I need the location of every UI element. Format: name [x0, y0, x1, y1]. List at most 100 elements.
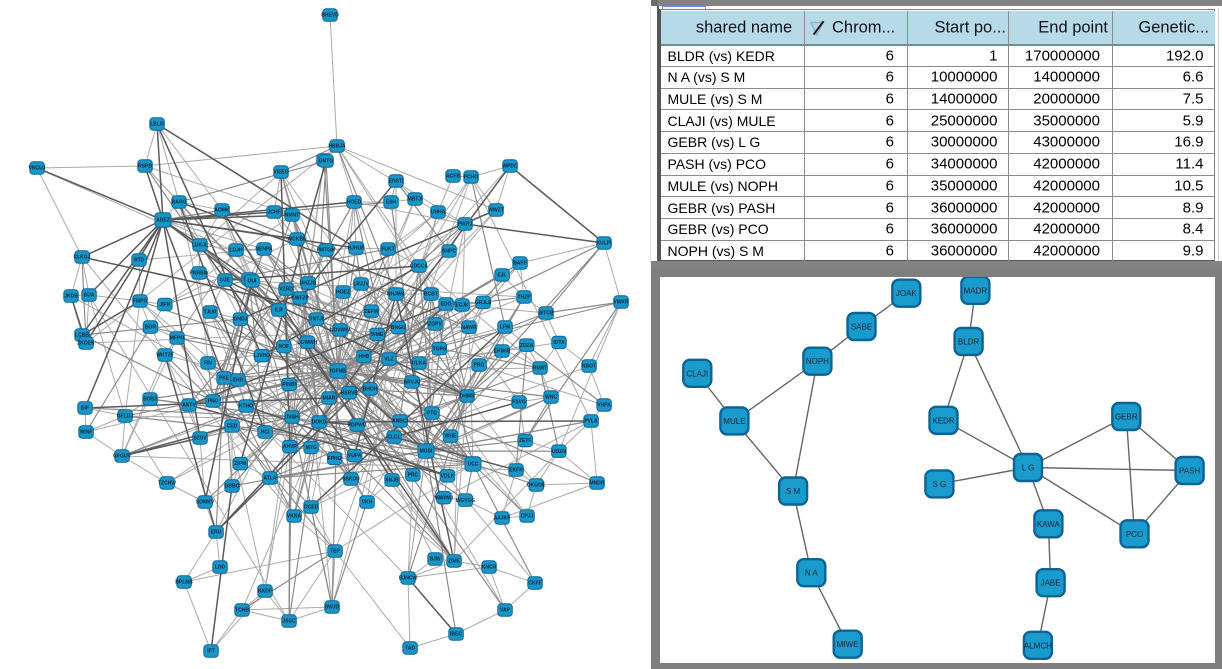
svg-text:ESH: ESH [386, 200, 397, 206]
svg-text:EKFR: EKFR [509, 468, 523, 474]
svg-text:KTHO: KTHO [239, 404, 253, 410]
svg-text:JVBH: JVBH [285, 415, 299, 421]
svg-text:KULPI: KULPI [597, 241, 613, 247]
svg-text:BOR: BOR [145, 325, 157, 331]
svg-text:LGWWH: LGWWH [297, 340, 317, 346]
svg-text:SOMKV: SOMKV [196, 500, 215, 506]
svg-text:AHVP: AHVP [283, 444, 298, 450]
svg-text:BLDR: BLDR [958, 337, 980, 346]
svg-text:ATLA: ATLA [264, 476, 277, 482]
svg-text:ZGPV: ZGPV [428, 322, 442, 328]
svg-text:IGFNB: IGFNB [330, 369, 346, 375]
svg-text:VKH: VKH [362, 500, 373, 506]
svg-text:RDPWU: RDPWU [348, 423, 367, 429]
svg-text:AAJKF: AAJKF [494, 516, 511, 522]
svg-text:WGVEG: WGVEG [456, 498, 475, 504]
svg-text:VDLK: VDLK [441, 473, 455, 479]
svg-text:EHR: EHR [233, 378, 244, 384]
svg-text:UDZN: UDZN [552, 449, 566, 455]
svg-text:UJE: UJE [220, 278, 230, 284]
svg-text:UHHA: UHHA [431, 210, 446, 216]
svg-text:CLKGJ: CLKGJ [74, 255, 91, 261]
svg-text:JCHF: JCHF [267, 210, 280, 216]
svg-text:SNJB: SNJB [385, 478, 399, 484]
svg-text:CED: CED [227, 424, 238, 430]
svg-text:PNO: PNO [208, 399, 219, 405]
svg-text:OCED: OCED [304, 505, 319, 511]
svg-text:ENSTI: ENSTI [389, 179, 404, 185]
svg-text:GBBO: GBBO [225, 484, 240, 490]
svg-text:ZDZA: ZDZA [520, 343, 534, 349]
svg-text:MTG: MTG [306, 445, 317, 451]
svg-text:RTD: RTD [134, 258, 145, 264]
svg-text:DHMS: DHMS [460, 394, 475, 400]
svg-text:ADEZ: ADEZ [156, 218, 170, 224]
svg-text:SZSV: SZSV [193, 436, 207, 442]
svg-text:WINF: WINF [80, 430, 93, 436]
svg-text:WTCB: WTCB [539, 311, 554, 317]
svg-text:GNDJ: GNDJ [233, 317, 247, 323]
svg-text:MADR: MADR [964, 286, 988, 295]
svg-text:FSVG: FSVG [512, 400, 526, 406]
svg-text:VAP: VAP [500, 608, 511, 614]
svg-text:HSRVE: HSRVE [341, 390, 359, 396]
svg-text:TJUR: TJUR [203, 310, 216, 316]
svg-text:PASH: PASH [1179, 467, 1200, 476]
svg-text:MWRWI: MWRWI [435, 495, 454, 501]
svg-text:LBLO: LBLO [150, 122, 164, 128]
svg-text:RMRT: RMRT [533, 366, 547, 372]
svg-text:CDCCA: CDCCA [410, 264, 428, 270]
svg-text:NOF: NOF [279, 344, 290, 350]
svg-text:THZP: THZP [517, 295, 531, 301]
svg-text:MULE: MULE [723, 417, 745, 426]
svg-text:JKDB: JKDB [64, 294, 78, 300]
svg-text:TGPS: TGPS [433, 346, 447, 352]
svg-text:PINBI: PINBI [282, 382, 296, 388]
svg-text:CLAJI: CLAJI [686, 369, 708, 378]
svg-text:EJL: EJL [497, 273, 506, 279]
svg-text:S M: S M [786, 487, 801, 496]
svg-text:SSKDU: SSKDU [342, 477, 360, 483]
svg-text:SWJD: SWJD [325, 605, 340, 611]
svg-text:S G: S G [933, 480, 947, 489]
svg-text:LCBB: LCBB [75, 333, 89, 339]
svg-text:PNRBW: PNRBW [190, 271, 209, 277]
svg-text:JIFN: JIFN [159, 302, 170, 308]
svg-text:HHB: HHB [358, 354, 369, 360]
svg-text:UHZJB: UHZJB [300, 281, 317, 287]
svg-text:LDJH: LDJH [229, 248, 242, 254]
svg-text:KNCR: KNCR [482, 565, 497, 571]
svg-text:EDO: EDO [441, 302, 452, 308]
svg-text:ANTV: ANTV [182, 403, 196, 409]
svg-text:ANBCI: ANBCI [392, 419, 408, 425]
svg-text:BAPF: BAPF [513, 261, 527, 267]
svg-text:BNGU: BNGU [391, 325, 406, 331]
svg-text:FPHO: FPHO [328, 456, 342, 462]
svg-text:KKDF: KKDF [258, 589, 272, 595]
svg-text:LJVHO: LJVHO [253, 353, 270, 359]
svg-text:VUPA: VUPA [348, 453, 362, 459]
svg-text:NHJWK: NHJWK [387, 292, 406, 298]
svg-text:VKNA: VKNA [287, 514, 302, 520]
svg-text:ALMCH: ALMCH [1024, 641, 1052, 650]
svg-text:LDD: LDD [215, 565, 226, 571]
svg-text:OUI: OUI [248, 279, 258, 285]
svg-text:VNCUJ: VNCUJ [29, 166, 46, 172]
svg-text:JABE: JABE [1041, 579, 1061, 588]
svg-text:MFPO: MFPO [170, 336, 185, 342]
svg-text:JSSC: JSSC [282, 619, 295, 625]
svg-text:WNC: WNC [545, 395, 557, 401]
svg-text:IDTA: IDTA [553, 340, 565, 346]
svg-text:PIKRJ: PIKRJ [458, 222, 473, 228]
svg-text:TNTJI: TNTJI [310, 317, 325, 323]
svg-text:MNDR: MNDR [590, 481, 605, 487]
svg-text:VZRD: VZRD [279, 287, 293, 293]
svg-text:CLCL: CLCL [387, 435, 400, 441]
svg-text:PRC: PRC [408, 472, 419, 478]
svg-text:ZEFW: ZEFW [364, 309, 378, 315]
svg-text:GRJLE: GRJLE [475, 300, 492, 306]
svg-text:BHOH: BHOH [363, 387, 378, 393]
svg-text:CPJJ: CPJJ [521, 514, 534, 520]
svg-text:IFT: IFT [207, 649, 215, 655]
svg-text:ECJK: ECJK [455, 303, 469, 309]
